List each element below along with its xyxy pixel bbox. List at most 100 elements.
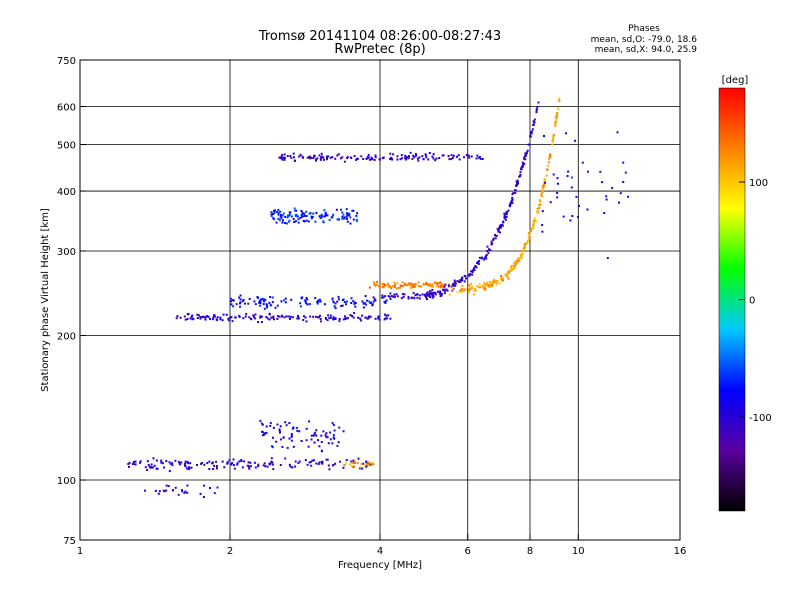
data-point bbox=[300, 296, 303, 299]
data-point bbox=[402, 296, 405, 298]
data-point bbox=[305, 210, 308, 213]
data-point bbox=[422, 158, 425, 160]
data-point bbox=[333, 429, 336, 432]
data-point bbox=[356, 462, 359, 465]
data-point bbox=[179, 316, 182, 319]
data-point bbox=[456, 291, 459, 294]
data-point bbox=[326, 436, 329, 439]
data-point bbox=[370, 156, 373, 159]
data-point bbox=[365, 461, 368, 464]
data-point bbox=[453, 279, 456, 282]
data-point bbox=[207, 315, 210, 318]
data-point bbox=[266, 306, 269, 309]
data-point bbox=[294, 460, 297, 463]
data-point bbox=[260, 315, 263, 318]
data-point bbox=[622, 181, 625, 183]
data-point bbox=[412, 283, 415, 286]
data-point bbox=[548, 156, 551, 159]
data-point bbox=[271, 463, 274, 466]
data-point bbox=[605, 198, 608, 201]
data-point bbox=[384, 317, 387, 320]
data-point bbox=[320, 216, 323, 219]
x-tick-label: 1 bbox=[77, 546, 83, 557]
data-point bbox=[187, 312, 190, 315]
data-point bbox=[307, 156, 310, 159]
data-point bbox=[454, 284, 457, 287]
data-point bbox=[389, 158, 392, 160]
data-point bbox=[204, 318, 207, 321]
data-point bbox=[411, 157, 414, 160]
data-point bbox=[339, 460, 342, 463]
data-point bbox=[190, 315, 193, 318]
data-point bbox=[270, 211, 273, 214]
data-point bbox=[441, 283, 444, 286]
data-point bbox=[174, 486, 177, 489]
data-point bbox=[451, 156, 454, 159]
data-point bbox=[332, 434, 335, 436]
x-tick-label: 4 bbox=[377, 546, 383, 557]
data-point bbox=[312, 212, 315, 215]
data-point bbox=[348, 214, 351, 217]
data-point bbox=[154, 489, 157, 492]
data-point bbox=[219, 318, 222, 321]
data-point bbox=[191, 314, 194, 317]
data-point bbox=[208, 468, 211, 470]
y-ticks: 75 100 200 300 400 500 600 750 bbox=[57, 56, 86, 547]
data-point bbox=[485, 254, 488, 256]
data-point bbox=[404, 157, 407, 160]
data-point bbox=[353, 155, 356, 157]
data-point bbox=[538, 206, 541, 209]
data-point bbox=[230, 303, 233, 306]
data-point bbox=[186, 318, 189, 320]
data-point bbox=[150, 463, 153, 466]
data-point bbox=[527, 143, 530, 146]
data-point bbox=[469, 273, 472, 276]
data-point bbox=[504, 218, 507, 221]
data-point bbox=[403, 293, 406, 296]
data-point bbox=[368, 300, 371, 303]
data-point bbox=[384, 283, 387, 286]
data-point bbox=[200, 316, 203, 319]
data-point bbox=[462, 289, 465, 292]
data-point bbox=[616, 131, 619, 134]
data-point bbox=[276, 318, 279, 320]
data-point bbox=[284, 215, 287, 218]
data-point bbox=[338, 318, 341, 320]
data-point bbox=[275, 440, 278, 443]
data-point bbox=[265, 303, 268, 306]
data-point bbox=[196, 317, 199, 319]
data-point bbox=[541, 195, 543, 197]
data-point bbox=[304, 299, 307, 302]
data-point bbox=[533, 219, 536, 222]
data-point bbox=[416, 296, 419, 299]
data-point bbox=[448, 293, 451, 296]
data-point bbox=[432, 157, 435, 160]
data-point bbox=[353, 301, 356, 304]
data-point bbox=[381, 157, 384, 160]
data-point bbox=[278, 428, 281, 431]
data-point bbox=[444, 283, 447, 286]
data-point bbox=[529, 131, 532, 133]
data-point bbox=[233, 467, 236, 470]
data-point bbox=[152, 457, 155, 460]
data-point bbox=[437, 281, 440, 284]
data-point bbox=[249, 461, 252, 464]
data-point bbox=[328, 468, 331, 471]
data-point bbox=[507, 270, 510, 273]
data-point bbox=[478, 260, 481, 262]
data-point bbox=[296, 215, 298, 218]
data-point bbox=[327, 314, 330, 317]
data-point bbox=[269, 296, 272, 298]
data-point bbox=[335, 208, 338, 211]
data-point bbox=[243, 460, 246, 463]
data-point bbox=[396, 282, 399, 285]
data-point bbox=[362, 302, 365, 305]
data-point bbox=[506, 273, 509, 276]
data-point bbox=[318, 445, 321, 448]
data-point bbox=[325, 213, 328, 216]
data-point bbox=[280, 155, 283, 158]
data-point bbox=[227, 317, 230, 320]
data-point bbox=[418, 156, 421, 159]
data-point bbox=[242, 317, 245, 320]
data-point bbox=[509, 202, 512, 205]
